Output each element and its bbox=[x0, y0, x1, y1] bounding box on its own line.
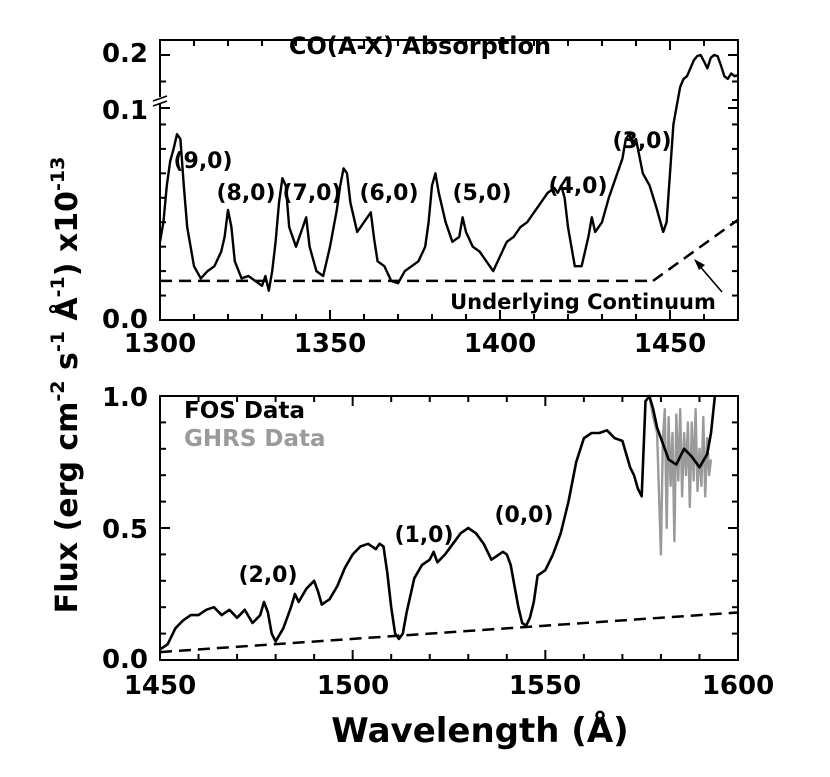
top-x-tick-label-1450: 1450 bbox=[634, 329, 706, 359]
top-plot-frame bbox=[159, 39, 739, 321]
band-label-2-0: (2,0) bbox=[238, 563, 297, 588]
band-label-5-0: (5,0) bbox=[452, 181, 511, 206]
bottom-fos-series-line bbox=[159, 394, 717, 651]
top-x-tick-label-1400: 1400 bbox=[464, 329, 536, 359]
band-label-9-0: (9,0) bbox=[173, 149, 232, 174]
top-chart-title: CO(A-X) Absorption bbox=[289, 32, 551, 60]
band-label-0-0: (0,0) bbox=[494, 503, 553, 528]
top-y-tick-label-0.2: 0.2 bbox=[102, 39, 148, 69]
underlying-continuum-arrow bbox=[694, 259, 723, 293]
x-axis-label: Wavelength (Å) bbox=[331, 710, 628, 751]
band-label-6-0: (6,0) bbox=[359, 181, 418, 206]
top-y-tick-label-0.1: 0.1 bbox=[102, 96, 148, 126]
top-ticks bbox=[159, 40, 739, 321]
band-label-4-0: (4,0) bbox=[548, 174, 607, 199]
bottom-continuum-line bbox=[159, 611, 739, 654]
bottom-x-tick-label-1500: 1500 bbox=[317, 671, 389, 701]
bottom-x-tick-label-1600: 1600 bbox=[702, 671, 774, 701]
top-continuum-line-rising bbox=[652, 218, 739, 282]
underlying-continuum-label: Underlying Continuum bbox=[450, 290, 716, 314]
bottom-x-tick-label-1450: 1450 bbox=[124, 671, 196, 701]
bottom-y-tick-label-1.0: 1.0 bbox=[102, 383, 148, 413]
band-label-8-0: (8,0) bbox=[216, 181, 275, 206]
top-panel: CO(A-X) Absorption 0.2 0.1 0.0 1300 1350… bbox=[102, 32, 739, 359]
top-y-tick-label-0.0: 0.0 bbox=[102, 305, 148, 335]
legend-fos-data: FOS Data bbox=[184, 398, 305, 424]
top-x-tick-label-1350: 1350 bbox=[294, 329, 366, 359]
y-axis-break-marker bbox=[152, 95, 168, 107]
legend-ghrs-data: GHRS Data bbox=[184, 426, 326, 452]
top-fos-series-line bbox=[158, 53, 739, 292]
band-label-7-0: (7,0) bbox=[282, 181, 341, 206]
band-label-3-0: (3,0) bbox=[612, 129, 671, 154]
top-x-tick-label-1300: 1300 bbox=[124, 329, 196, 359]
bottom-panel: FOS Data GHRS Data 1.0 0.5 0.0 1450 1500… bbox=[102, 383, 774, 701]
bottom-ghrs-series-line bbox=[648, 395, 713, 556]
y-axis-label: Flux (erg cm-2 s-1 Å-1) x10-13 bbox=[47, 157, 85, 614]
band-label-1-0: (1,0) bbox=[394, 523, 453, 548]
bottom-y-tick-label-0.0: 0.0 bbox=[102, 645, 148, 675]
bottom-y-tick-label-0.5: 0.5 bbox=[102, 515, 148, 545]
bottom-x-tick-label-1550: 1550 bbox=[509, 671, 581, 701]
